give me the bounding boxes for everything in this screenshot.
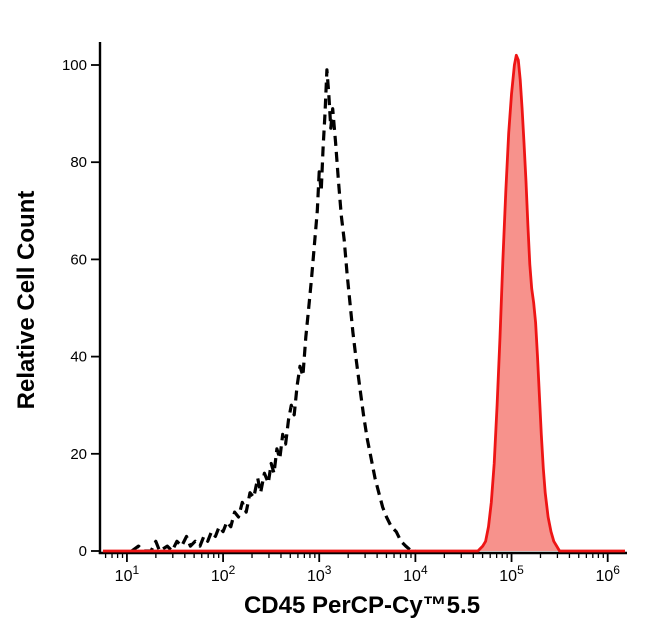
axes: 101 102 103 104 105 106 0 20 40 60 80 100 xyxy=(62,42,627,585)
x-axis-title: CD45 PerCP-Cy™5.5 xyxy=(243,592,481,619)
y-tick-label: 0 xyxy=(79,543,87,560)
x-tick-label: 104 xyxy=(403,563,428,585)
series-red-filled xyxy=(102,53,625,553)
x-tick-label: 106 xyxy=(595,563,620,585)
series-stroke-dashed-black-outline xyxy=(130,68,416,553)
y-axis-title: Relative Cell Count xyxy=(13,190,40,410)
y-tick-label: 20 xyxy=(70,446,87,463)
x-tick-label: 105 xyxy=(499,563,524,585)
y-tick-label: 40 xyxy=(70,349,87,366)
y-tick-label: 100 xyxy=(62,57,87,74)
series-dashed-black-outline xyxy=(130,68,416,553)
series-fill-red-filled xyxy=(102,55,625,552)
x-tick-label: 101 xyxy=(115,563,140,585)
series-stroke-red-filled xyxy=(102,53,625,553)
y-tick-label: 60 xyxy=(70,251,87,268)
y-tick-label: 80 xyxy=(70,154,87,171)
x-tick-label: 102 xyxy=(211,563,236,585)
x-tick-label: 103 xyxy=(307,563,332,585)
